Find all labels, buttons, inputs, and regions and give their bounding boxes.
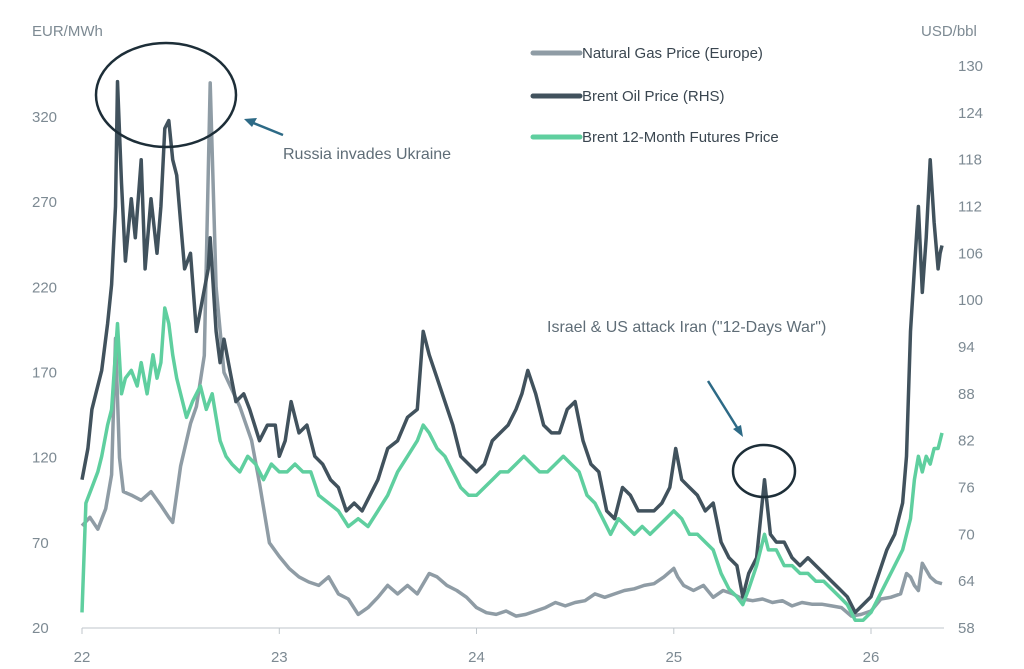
annotation-arrowhead-ukraine — [244, 118, 257, 127]
annotation-arrow-iran — [706, 380, 740, 430]
right-tick-label: 58 — [958, 620, 975, 637]
series-line-0 — [80, 81, 943, 618]
x-tick-label: 22 — [74, 649, 91, 666]
left-tick-label: 120 — [32, 450, 57, 467]
annotation-text-iran: Israel & US attack Iran ("12-Days War") — [547, 319, 826, 336]
x-tick-label: 25 — [665, 649, 682, 666]
legend-label-gas: Natural Gas Price (Europe) — [582, 45, 763, 62]
left-tick-label: 320 — [32, 109, 57, 126]
left-tick-label: 70 — [32, 535, 49, 552]
legend-label-futures: Brent 12-Month Futures Price — [582, 129, 779, 146]
right-tick-label: 88 — [958, 386, 975, 403]
right-tick-label: 76 — [958, 480, 975, 497]
left-tick-label: 220 — [32, 279, 57, 296]
annotation-arrow-ukraine — [250, 120, 284, 137]
right-tick-label: 100 — [958, 292, 983, 309]
right-tick-label: 106 — [958, 245, 983, 262]
series-layer — [80, 79, 944, 622]
right-tick-label: 70 — [958, 526, 975, 543]
right-axis-unit: USD/bbl — [921, 23, 977, 40]
legend-label-brent: Brent Oil Price (RHS) — [582, 88, 725, 105]
right-tick-label: 94 — [958, 339, 975, 356]
right-tick-label: 130 — [958, 58, 983, 75]
right-tick-label: 82 — [958, 433, 975, 450]
annotation-circle-iran — [731, 443, 797, 499]
x-tick-label: 24 — [468, 649, 485, 666]
left-tick-label: 20 — [32, 620, 49, 637]
right-tick-label: 118 — [958, 152, 982, 169]
x-tick-label: 26 — [863, 649, 880, 666]
x-tick-label: 23 — [271, 649, 288, 666]
ticks-layer: 20 70 120 170 220 270 320 58 64 70 76 82 88 94 100 106 1… — [32, 58, 983, 666]
series-line-1 — [80, 79, 944, 615]
left-tick-label: 170 — [32, 365, 57, 382]
right-tick-label: 112 — [958, 199, 982, 216]
series-line-2 — [80, 306, 944, 622]
annotation-text-ukraine: Russia invades Ukraine — [283, 146, 451, 163]
right-tick-label: 64 — [958, 573, 975, 590]
annotation-circle-ukraine — [94, 41, 238, 149]
left-axis-unit: EUR/MWh — [32, 23, 103, 40]
legend: Natural Gas Price (Europe) Brent Oil Pri… — [530, 45, 779, 146]
right-tick-label: 124 — [958, 105, 983, 122]
annotation-arrowhead-iran — [733, 425, 743, 437]
left-tick-label: 270 — [32, 194, 57, 211]
